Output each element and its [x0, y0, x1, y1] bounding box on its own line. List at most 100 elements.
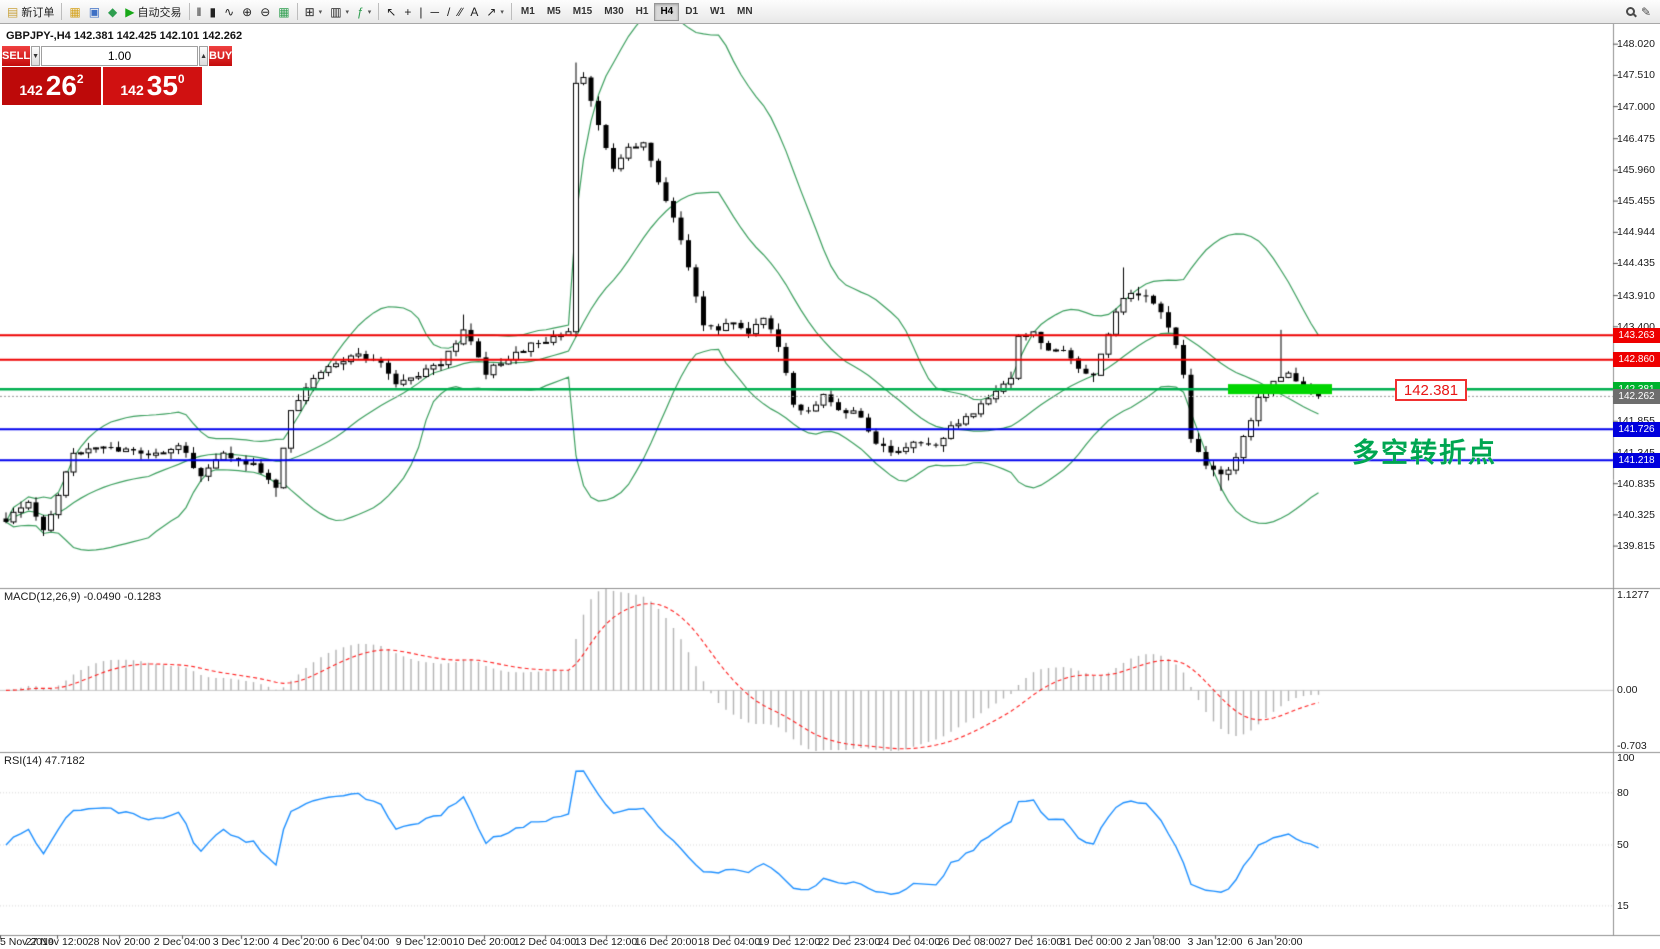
- time-axis-label: 4 Dec 20:00: [272, 936, 330, 948]
- price-axis-label: 144.435: [1617, 257, 1655, 270]
- trendline-icon: /: [446, 4, 451, 19]
- crosshair-icon: +: [404, 4, 412, 19]
- timeframe-m30-button[interactable]: M30: [604, 6, 624, 17]
- market-watch-icon: ▦: [69, 4, 81, 19]
- macd-axis-label: 1.1277: [1617, 589, 1650, 601]
- profiles-icon: ▥: [330, 4, 342, 19]
- profiles-icon[interactable]: ▥ ▾: [326, 2, 353, 22]
- macd-axis-label: 0.00: [1617, 684, 1638, 697]
- timeframe-m1-button[interactable]: M1: [520, 6, 535, 17]
- toolbar-separator: [378, 3, 380, 20]
- new-order-button-label: 新订单: [21, 6, 55, 19]
- vertical-line-icon[interactable]: |: [415, 2, 426, 22]
- text-icon: A: [470, 4, 479, 19]
- market-watch-icon[interactable]: ▦: [65, 2, 84, 22]
- price-line-badge: 143.263: [1613, 327, 1660, 343]
- data-window-icon[interactable]: ▣: [85, 2, 104, 22]
- navigator-icon: ◆: [108, 4, 118, 19]
- buy-price-display[interactable]: 142 35 0: [103, 67, 202, 105]
- channel-icon: ∕∕: [458, 4, 463, 19]
- chevron-down-icon[interactable]: ▾: [367, 8, 372, 16]
- sell-price-big: 142: [19, 82, 43, 98]
- time-axis-label: 2 Jan 08:00: [1125, 936, 1181, 948]
- tile-windows-icon[interactable]: ▦: [274, 2, 293, 22]
- new-chart-icon[interactable]: ⊞ ▾: [301, 2, 327, 22]
- panel-separator-rsi[interactable]: [0, 749, 1660, 755]
- timeframe-w1-button[interactable]: W1: [710, 6, 726, 17]
- timeframe-mn-button[interactable]: MN: [737, 6, 753, 17]
- time-axis-label: 3 Jan 12:00: [1187, 936, 1243, 948]
- price-axis-label: 140.835: [1617, 477, 1655, 490]
- indicators-icon[interactable]: ƒ ▾: [353, 2, 375, 22]
- search-icon[interactable]: [1625, 7, 1635, 16]
- buy-price-big: 142: [120, 82, 144, 98]
- turning-point-note[interactable]: 多空转折点: [1352, 438, 1497, 468]
- sell-price-pips: 26: [45, 70, 77, 101]
- price-axis-label: 145.960: [1617, 164, 1655, 177]
- volume-decrease-button[interactable]: ▼: [31, 46, 41, 66]
- candlestick-icon[interactable]: ▮: [205, 2, 220, 22]
- zoom-in-icon[interactable]: ⊕: [238, 2, 256, 22]
- time-axis-label: 18 Dec 04:00: [697, 936, 761, 948]
- arrows-icon: ↗: [486, 4, 497, 19]
- sell-price-point: 2: [76, 72, 84, 86]
- macd-label: MACD(12,26,9) -0.0490 -0.1283: [4, 591, 162, 603]
- volume-increase-button[interactable]: ▲: [199, 46, 208, 66]
- chevron-down-icon[interactable]: ▾: [345, 8, 350, 16]
- timeframe-m5-button[interactable]: M5: [546, 6, 561, 17]
- zoom-out-icon: ⊖: [260, 4, 271, 19]
- toolbar: ▤ 新订单 ▦ ▣ ◆ ▶ 自动交易 ‖ ▮ ∿ ⊕ ⊖ ▦ ⊞ ▾ ▥ ▾ ƒ ▾ ↖ + | ─ / ∕∕ A ↗ ▾ M1 M5 M1…: [0, 0, 1660, 24]
- buy-price-point: 0: [177, 72, 185, 86]
- rsi-label: RSI(14) 47.7182: [4, 755, 85, 767]
- horizontal-line-icon[interactable]: ─: [426, 2, 443, 22]
- sell-price-display[interactable]: 142 26 2: [2, 67, 101, 105]
- indicators-icon: ƒ: [357, 4, 364, 19]
- time-axis[interactable]: 5 Nov 2019 27 Nov 12:00 28 Nov 20:00 2 Dec …: [0, 936, 1660, 949]
- new-order-button[interactable]: ▤ 新订单: [3, 2, 58, 22]
- rsi-axis-label: 15: [1617, 899, 1629, 912]
- bar-chart-icon[interactable]: ‖: [193, 2, 206, 22]
- price-axis-label: 140.325: [1617, 508, 1655, 521]
- chevron-down-icon[interactable]: ▾: [500, 8, 504, 16]
- timeframe-d1-button[interactable]: D1: [685, 6, 699, 17]
- vertical-line-icon: |: [419, 4, 423, 19]
- time-axis-label: 24 Dec 04:00: [877, 936, 941, 948]
- chart-canvas[interactable]: [0, 24, 1660, 949]
- price-annotation-box[interactable]: 142.381: [1395, 379, 1467, 401]
- bid-price-badge: 142.262: [1613, 388, 1660, 404]
- timeframe-h1-button[interactable]: H1: [635, 6, 649, 17]
- cursor-icon: ↖: [386, 4, 397, 19]
- toolbar-right-icons: ✎: [1625, 4, 1657, 19]
- time-axis-label: 22 Dec 23:00: [817, 936, 881, 948]
- channel-icon[interactable]: ∕∕: [454, 2, 466, 22]
- edit-icon[interactable]: ✎: [1640, 4, 1651, 19]
- zoom-out-icon[interactable]: ⊖: [256, 2, 274, 22]
- new-order-icon: ▤: [7, 4, 19, 19]
- volume-input[interactable]: [41, 46, 199, 66]
- text-icon[interactable]: A: [466, 2, 482, 22]
- time-axis-label: 16 Dec 20:00: [634, 936, 698, 948]
- time-axis-label: 26 Dec 08:00: [937, 936, 1001, 948]
- toolbar-separator: [510, 3, 512, 20]
- sell-button[interactable]: SELL: [2, 46, 31, 66]
- timeframe-m15-button[interactable]: M15: [572, 6, 593, 17]
- arrows-icon[interactable]: ↗ ▾: [482, 2, 508, 22]
- panel-separator-macd[interactable]: [0, 585, 1660, 591]
- zoom-in-icon: ⊕: [242, 4, 253, 19]
- horizontal-line-icon: ─: [430, 4, 439, 19]
- auto-trading-button[interactable]: ▶ 自动交易: [121, 2, 185, 22]
- bar-chart-icon: ‖: [196, 4, 202, 19]
- navigator-icon[interactable]: ◆: [104, 2, 121, 22]
- tile-windows-icon: ▦: [278, 4, 290, 19]
- buy-button[interactable]: BUY: [209, 46, 233, 66]
- line-chart-icon[interactable]: ∿: [220, 2, 238, 22]
- price-line-badge: 141.218: [1613, 452, 1660, 468]
- line-chart-icon: ∿: [224, 4, 235, 19]
- cursor-icon[interactable]: ↖: [382, 2, 400, 22]
- chevron-down-icon[interactable]: ▾: [318, 8, 323, 16]
- crosshair-icon[interactable]: +: [400, 2, 415, 22]
- rsi-axis-label: 80: [1617, 786, 1629, 799]
- one-click-trading-panel: SELL ▼ ▲ BUY 142 26 2 142 35 0: [2, 46, 233, 105]
- trendline-icon[interactable]: /: [443, 2, 454, 22]
- timeframe-h4-button[interactable]: H4: [654, 2, 680, 21]
